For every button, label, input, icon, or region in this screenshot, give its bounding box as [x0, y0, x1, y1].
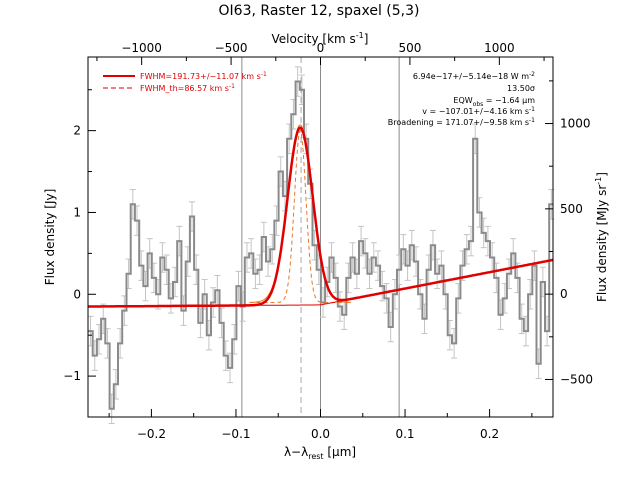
chart-title: OI63, Raster 12, spaxel (5,3)	[219, 3, 420, 19]
x-tick-label: 0.0	[311, 427, 330, 441]
right-tick-label: −500	[560, 372, 593, 386]
right-tick-label: 1000	[560, 117, 591, 131]
y-tick-label: −1	[63, 369, 81, 383]
y-tick-label: 2	[73, 124, 81, 138]
right-tick-label: 500	[560, 202, 583, 216]
annotation-broadening: Broadening = 171.07+/−9.58 km s-1	[388, 117, 535, 127]
tick-labels: −0.2 −0.1 0.0 0.1 0.2 −1000 −500 0 500 1000 −1 0 1 2 −…	[63, 41, 593, 441]
total-fit-curve	[88, 126, 554, 308]
legend-label-fwhm-th: FWHM_th=86.57 km s-1	[140, 83, 235, 93]
x-axis-label: λ−λrest [μm]	[284, 445, 356, 461]
data-series-line	[88, 80, 553, 410]
top-tick-label: 500	[398, 41, 421, 55]
annotation-eqw: EQWobs = −1.64 μm	[453, 96, 535, 108]
x-tick-label: 0.2	[480, 427, 499, 441]
annotation-velocity: v = −107.01+/−4.16 km s-1	[422, 106, 535, 116]
reference-lines	[241, 57, 400, 417]
x-tick-label: −0.2	[137, 427, 166, 441]
top-tick-label: 0	[317, 41, 325, 55]
y-tick-label: 0	[73, 287, 81, 301]
right-axis-label: Flux density [MJy sr-1]	[594, 172, 609, 302]
x-tick-label: −0.1	[221, 427, 250, 441]
top-tick-label: −1000	[121, 41, 162, 55]
right-tick-label: 0	[560, 287, 568, 301]
top-tick-label: 1000	[484, 41, 515, 55]
y-tick-label: 1	[73, 205, 81, 219]
legend-label-fwhm: FWHM=191.73+/−11.07 km s-1	[140, 71, 267, 81]
annotation-significance: 13.50σ	[507, 84, 535, 93]
fit-curves	[88, 124, 554, 308]
legend: FWHM=191.73+/−11.07 km s-1 FWHM_th=86.57…	[103, 71, 267, 93]
axis-ticks	[88, 57, 553, 418]
top-axis-label: Velocity [km s-1]	[272, 31, 369, 46]
top-tick-label: −500	[215, 41, 248, 55]
x-tick-label: 0.1	[395, 427, 414, 441]
fit-annotations: 6.94e−17+/−5.14e−18 W m-2 13.50σ EQWobs …	[388, 71, 535, 127]
y-axis-label: Flux density [Jy]	[43, 189, 57, 286]
annotation-line-flux: 6.94e−17+/−5.14e−18 W m-2	[413, 71, 535, 81]
